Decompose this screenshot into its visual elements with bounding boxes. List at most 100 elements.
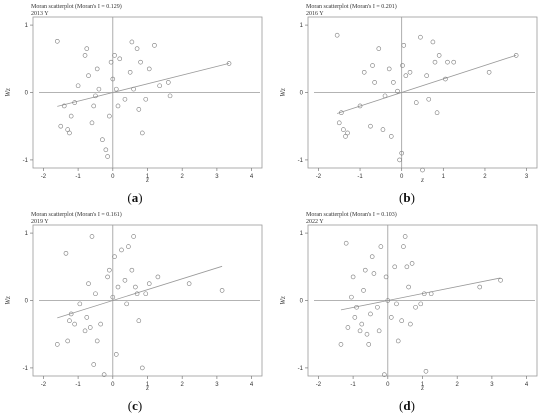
data-point [357,328,363,334]
x-tick-label: 2 [456,382,460,388]
data-point [89,120,95,126]
data-point [383,274,389,280]
data-point [84,315,90,320]
x-tick-label: 4 [250,174,254,180]
data-point [378,244,384,249]
data-point [54,38,60,44]
data-point [426,96,432,102]
chart-subtitle: 2022 Y [306,219,324,225]
data-point [143,96,149,102]
regression-line [337,54,517,114]
data-point [67,130,72,136]
data-point [61,103,67,109]
data-point [72,321,77,327]
data-point [112,254,117,259]
data-point [82,53,88,58]
data-point [133,284,138,290]
data-point [68,113,74,119]
regression-line [57,265,223,319]
data-point [400,63,405,68]
regression-line [340,277,501,311]
x-tick-label: 1 [421,382,425,388]
data-point [75,83,81,89]
data-point [352,315,358,320]
data-point [418,301,424,307]
data-point [113,86,119,92]
x-tick-label: 0 [400,174,404,180]
x-tick-label: -2 [41,174,47,180]
y-axis-label: Wz [4,296,12,305]
data-point [371,271,377,276]
chart-subtitle: 2016 Y [306,11,324,17]
data-point [395,88,400,94]
data-point [101,372,107,377]
data-point [366,342,372,347]
y-tick-label: 0 [25,91,29,97]
x-tick-label: 0 [386,382,390,388]
data-point [513,53,519,58]
data-point [375,304,380,310]
data-point [93,93,98,99]
data-point [122,96,128,102]
data-point [401,244,406,249]
data-point [129,39,135,45]
x-tick-label: 2 [181,174,185,180]
data-point [341,127,346,132]
data-point [157,83,162,89]
data-point [388,315,394,320]
data-point [134,291,140,297]
data-point [139,130,145,136]
data-point [421,291,427,297]
x-tick-label: -1 [357,174,363,180]
data-point [369,254,375,259]
caption-a: (a) [127,190,143,205]
data-point [219,288,225,293]
x-tick-label: 2 [483,174,487,180]
data-point [376,328,382,334]
x-tick-label: 1 [146,382,150,388]
y-tick-label: 0 [300,91,304,97]
data-point [126,244,131,249]
data-point [72,100,77,105]
chart-subtitle: 2019 Y [31,219,49,225]
x-tick-label: 3 [215,382,219,388]
data-point [350,274,356,280]
data-point [370,63,375,68]
y-tick-label: -1 [298,366,304,372]
data-point [434,110,440,116]
data-point [82,328,88,334]
data-point [131,234,136,239]
data-point [397,157,402,163]
data-point [112,53,117,58]
x-tick-label: 1 [442,174,446,180]
x-tick-label: -2 [316,382,322,388]
moran-scatter-b: Moran scatterplot (Moran's I = 0.201)201… [279,3,538,184]
data-point [430,39,436,45]
chart-title: Moran scatterplot (Moran's I = 0.201) [306,3,397,10]
data-point [143,291,149,297]
data-point [115,284,121,290]
data-point [424,73,429,78]
data-point [404,264,410,270]
data-point [362,267,368,273]
data-point [394,301,399,307]
data-point [58,123,64,129]
data-point [110,76,116,82]
data-point [186,281,192,286]
caption-c: (c) [127,398,143,413]
x-axis-label: z [420,384,424,392]
moran-scatter-a: Moran scatterplot (Moran's I = 0.129)201… [4,3,263,184]
data-point [388,134,394,139]
data-point [131,86,136,92]
y-tick-label: 1 [25,23,29,29]
data-point [166,80,171,85]
data-point [127,69,133,75]
data-point [86,73,91,78]
data-point [334,32,340,38]
data-point [107,113,112,119]
x-tick-label: 2 [181,382,185,388]
data-point [86,281,91,286]
data-point [413,304,418,310]
data-point [413,100,419,105]
data-point [84,46,90,51]
